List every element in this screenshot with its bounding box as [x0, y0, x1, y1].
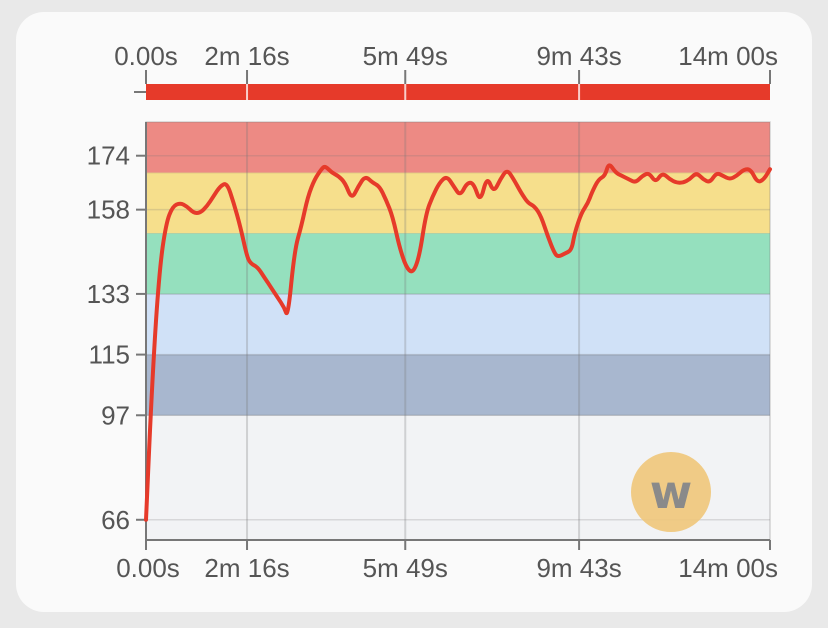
x-tick-label: 2m 16s: [204, 553, 289, 583]
zone-2-band: [146, 354, 770, 416]
axes: [145, 122, 770, 541]
top-tick-label: 14m 00s: [678, 41, 778, 71]
y-tick-label: 133: [87, 279, 130, 309]
y-axis-labels: 66 97 115 133 158 174: [87, 141, 146, 535]
watermark-circle: [631, 452, 711, 532]
progress-bar: [146, 84, 770, 100]
top-tick-label: 5m 49s: [363, 41, 448, 71]
x-tick-label: 5m 49s: [363, 553, 448, 583]
bottom-time-axis: 0.00s 2m 16s 5m 49s 9m 43s 14m 00s: [116, 540, 778, 583]
chart-card: 0.00s 2m 16s 5m 49s 9m 43s 14m 00s 66 97 115 13…: [16, 12, 812, 612]
x-tick-label: 9m 43s: [536, 553, 621, 583]
top-time-axis: 0.00s 2m 16s 5m 49s 9m 43s 14m 00s: [114, 41, 778, 84]
watermark-glyph: w: [650, 465, 693, 519]
zone-5-band: [146, 172, 770, 234]
y-tick-label: 158: [87, 195, 130, 225]
zone-6-band: [146, 122, 770, 173]
y-tick-label: 115: [89, 340, 130, 370]
x-tick-label: 0.00s: [116, 553, 180, 583]
heart-rate-chart: 0.00s 2m 16s 5m 49s 9m 43s 14m 00s 66 97 115 13…: [87, 41, 778, 583]
heart-rate-series-line: [144, 163, 772, 522]
series: [144, 163, 772, 522]
y-tick-label: 174: [87, 141, 130, 171]
top-tick-label: 0.00s: [114, 41, 178, 71]
zone-3-band: [146, 293, 770, 355]
y-tick-label: 97: [101, 400, 130, 430]
y-tick-label: 66: [101, 505, 130, 535]
progress-bar-dividers: [246, 84, 581, 100]
w-logo-icon: w: [631, 452, 711, 532]
top-tick-label: 9m 43s: [536, 41, 621, 71]
heart-rate-zones: [146, 122, 770, 540]
x-tick-label: 14m 00s: [678, 553, 778, 583]
zone-4-band: [146, 233, 770, 294]
top-tick-label: 2m 16s: [204, 41, 289, 71]
